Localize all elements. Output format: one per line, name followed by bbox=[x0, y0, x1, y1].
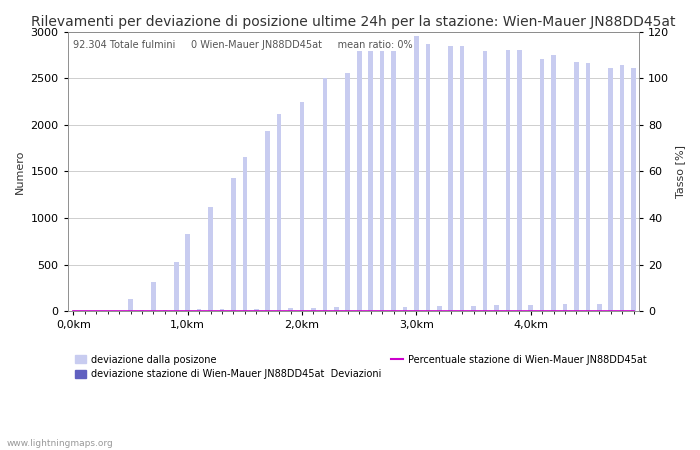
Bar bbox=[574, 63, 579, 311]
Bar bbox=[449, 46, 453, 311]
Bar bbox=[552, 55, 556, 311]
Bar bbox=[174, 262, 179, 311]
Bar bbox=[357, 50, 361, 311]
Bar bbox=[243, 158, 247, 311]
Bar bbox=[494, 305, 498, 311]
Bar bbox=[288, 308, 293, 311]
Legend: deviazione dalla posizone, deviazione stazione di Wien-Mauer JN88DD45at  Deviazi: deviazione dalla posizone, deviazione st… bbox=[73, 353, 648, 381]
Bar bbox=[597, 304, 601, 311]
Bar bbox=[608, 68, 613, 311]
Bar bbox=[300, 102, 304, 311]
Bar bbox=[402, 307, 407, 311]
Bar bbox=[151, 283, 155, 311]
Bar bbox=[517, 50, 522, 311]
Bar bbox=[426, 44, 430, 311]
Title: Rilevamenti per deviazione di posizione ultime 24h per la stazione: Wien-Mauer J: Rilevamenti per deviazione di posizione … bbox=[32, 15, 676, 29]
Bar bbox=[471, 306, 476, 311]
Y-axis label: Numero: Numero bbox=[15, 149, 25, 194]
Bar bbox=[563, 304, 567, 311]
Bar bbox=[220, 309, 224, 311]
Bar bbox=[323, 78, 327, 311]
Bar bbox=[334, 307, 339, 311]
Bar bbox=[380, 42, 384, 311]
Bar bbox=[209, 207, 213, 311]
Bar bbox=[128, 299, 133, 311]
Bar bbox=[414, 36, 419, 311]
Y-axis label: Tasso [%]: Tasso [%] bbox=[675, 145, 685, 198]
Bar bbox=[505, 50, 510, 311]
Bar bbox=[460, 45, 464, 311]
Bar bbox=[620, 65, 624, 311]
Bar bbox=[231, 178, 236, 311]
Bar bbox=[265, 131, 270, 311]
Bar bbox=[437, 306, 442, 311]
Bar bbox=[162, 310, 167, 311]
Bar bbox=[140, 310, 144, 311]
Bar bbox=[254, 309, 258, 311]
Bar bbox=[540, 58, 545, 311]
Bar bbox=[197, 310, 202, 311]
Text: www.lightningmaps.org: www.lightningmaps.org bbox=[7, 439, 113, 448]
Bar bbox=[346, 72, 350, 311]
Bar bbox=[528, 305, 533, 311]
Bar bbox=[391, 41, 395, 311]
Bar bbox=[312, 308, 316, 311]
Bar bbox=[186, 234, 190, 311]
Bar bbox=[368, 44, 373, 311]
Bar bbox=[277, 114, 281, 311]
Text: 92.304 Totale fulmini     0 Wien-Mauer JN88DD45at     mean ratio: 0%: 92.304 Totale fulmini 0 Wien-Mauer JN88D… bbox=[74, 40, 413, 50]
Bar bbox=[631, 68, 636, 311]
Bar bbox=[483, 51, 487, 311]
Bar bbox=[586, 63, 590, 311]
